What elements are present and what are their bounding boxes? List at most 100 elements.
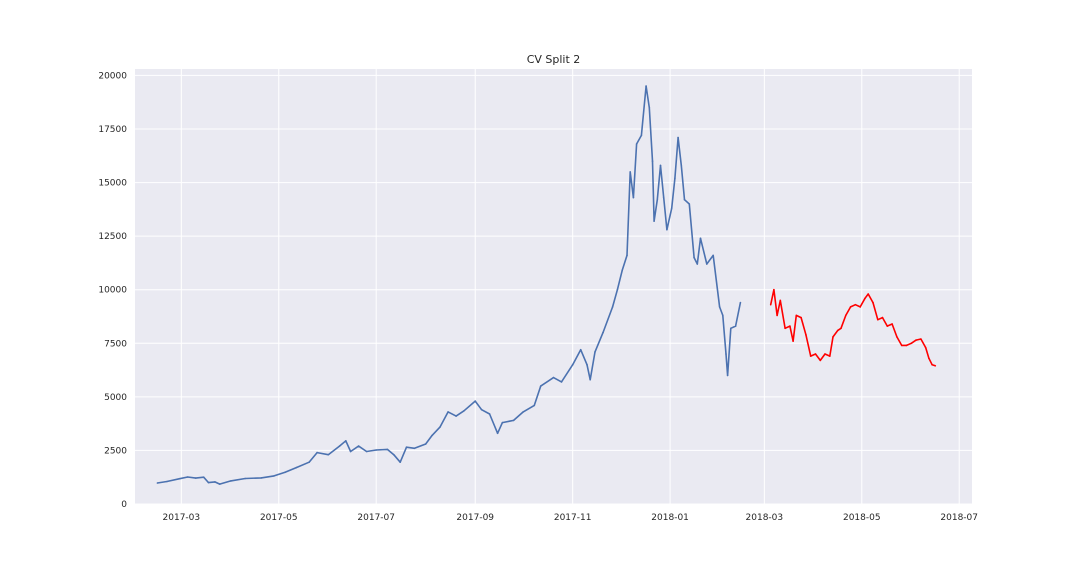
series-1-point bbox=[474, 400, 477, 402]
series-1-point bbox=[455, 415, 457, 417]
x-tick-label: 2017-05 bbox=[260, 513, 298, 523]
series-2-point bbox=[859, 306, 861, 308]
y-tick-label: 15000 bbox=[98, 179, 127, 189]
series-1-point bbox=[674, 177, 676, 180]
series-1-point bbox=[273, 475, 275, 477]
x-tick-label: 2018-01 bbox=[651, 513, 689, 523]
x-tick-label: 2018-05 bbox=[843, 513, 881, 523]
series-2-point bbox=[900, 344, 903, 347]
series-lines bbox=[156, 85, 937, 485]
series-1-point bbox=[316, 451, 318, 454]
series-2-point bbox=[795, 314, 798, 317]
series-1-point bbox=[640, 134, 643, 137]
series-1-point bbox=[357, 445, 360, 447]
series-1-point bbox=[680, 164, 683, 167]
series-1-point bbox=[295, 466, 298, 469]
series-2-point bbox=[814, 353, 817, 355]
series-1-point bbox=[659, 164, 662, 167]
series-1-point bbox=[533, 404, 536, 407]
y-tick-label: 5000 bbox=[104, 393, 127, 403]
series-2-point bbox=[905, 344, 908, 347]
series-1-point bbox=[399, 461, 402, 464]
series-1-point bbox=[431, 434, 433, 437]
series-2-point bbox=[928, 357, 930, 360]
series-1-point bbox=[393, 453, 395, 456]
series-1-point bbox=[218, 483, 221, 485]
series-1-point bbox=[632, 196, 635, 199]
series-1-point bbox=[413, 447, 416, 450]
series-1-point bbox=[178, 477, 181, 480]
series-1-point bbox=[194, 477, 197, 479]
series-2-point bbox=[773, 288, 775, 291]
series-1-point bbox=[501, 421, 504, 424]
series-1-point bbox=[539, 385, 542, 387]
series-2-point bbox=[896, 336, 898, 338]
series-2-point bbox=[886, 325, 889, 327]
series-1-point bbox=[166, 480, 168, 483]
series-1-point bbox=[365, 450, 368, 453]
series-1-line bbox=[157, 85, 742, 485]
series-2-point bbox=[776, 314, 778, 317]
series-1-point bbox=[648, 106, 651, 109]
series-2-point bbox=[837, 329, 839, 332]
series-1-point bbox=[260, 477, 263, 479]
series-1-point bbox=[571, 363, 574, 366]
series-1-point bbox=[560, 381, 563, 383]
y-tick-label: 17500 bbox=[98, 125, 127, 135]
series-2-point bbox=[792, 340, 794, 342]
series-1-point bbox=[621, 269, 623, 272]
series-1-point bbox=[488, 413, 491, 415]
x-tick-label: 2017-11 bbox=[554, 513, 592, 523]
series-1-point bbox=[349, 450, 352, 453]
series-2-point bbox=[915, 339, 917, 341]
series-1-point bbox=[230, 480, 232, 482]
y-tick-label: 7500 bbox=[104, 339, 127, 349]
chart-title: CV Split 2 bbox=[527, 53, 581, 66]
series-1-point bbox=[629, 171, 631, 173]
series-1-point bbox=[424, 443, 427, 445]
series-1-point bbox=[726, 374, 729, 377]
series-1-point bbox=[552, 376, 555, 379]
grid-lines bbox=[135, 69, 972, 505]
series-1-point bbox=[345, 440, 347, 442]
series-1-point bbox=[480, 408, 483, 411]
y-tick-label: 2500 bbox=[104, 446, 127, 456]
series-2-point bbox=[872, 301, 874, 304]
series-1-point bbox=[683, 198, 686, 201]
series-1-point bbox=[693, 256, 695, 259]
series-1-point bbox=[656, 198, 659, 201]
series-2-point bbox=[849, 306, 852, 308]
series-1-point bbox=[734, 325, 737, 327]
series-2-point bbox=[845, 314, 847, 317]
series-2-point bbox=[809, 355, 812, 357]
series-1-point bbox=[214, 481, 216, 483]
series-1-point bbox=[447, 411, 449, 413]
series-2-point bbox=[819, 359, 822, 362]
series-2-point bbox=[829, 355, 831, 357]
series-1-point bbox=[718, 306, 721, 308]
series-2-point bbox=[891, 323, 893, 325]
series-2-point bbox=[769, 303, 772, 306]
series-1-point bbox=[696, 263, 699, 265]
series-1-point bbox=[579, 348, 582, 351]
series-2-point bbox=[867, 293, 869, 295]
series-2-point bbox=[779, 299, 782, 302]
series-2-point bbox=[784, 327, 786, 330]
series-1-point bbox=[589, 378, 591, 381]
y-tick-label: 10000 bbox=[98, 286, 127, 296]
series-1-point bbox=[375, 449, 378, 451]
series-1-point bbox=[611, 306, 614, 308]
series-2-point bbox=[934, 365, 937, 367]
series-1-point bbox=[688, 203, 691, 205]
series-2-point bbox=[800, 316, 802, 319]
series-1-point bbox=[602, 331, 604, 334]
x-tick-label: 2018-03 bbox=[746, 513, 784, 523]
series-1-point bbox=[594, 351, 596, 353]
series-1-point bbox=[739, 301, 742, 304]
series-1-point bbox=[662, 196, 665, 199]
series-1-point bbox=[635, 143, 638, 145]
series-2-point bbox=[854, 303, 857, 306]
series-1-point bbox=[730, 327, 732, 330]
series-1-point bbox=[338, 445, 341, 447]
